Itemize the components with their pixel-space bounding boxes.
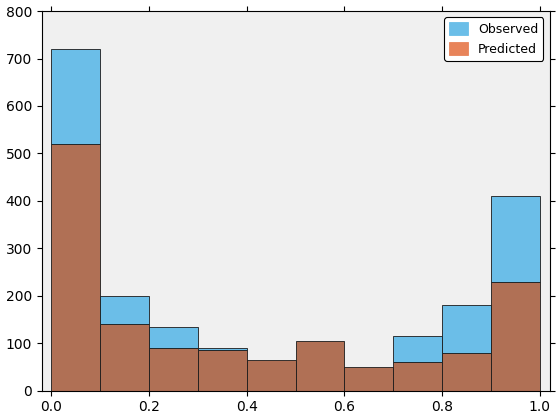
Bar <box>247 360 296 391</box>
Bar <box>100 324 149 391</box>
Bar <box>198 348 247 350</box>
Bar <box>149 327 198 348</box>
Bar <box>491 196 540 281</box>
Bar <box>442 353 491 391</box>
Bar <box>491 281 540 391</box>
Bar <box>442 305 491 353</box>
Legend: Observed, Predicted: Observed, Predicted <box>444 17 543 61</box>
Bar <box>100 296 149 324</box>
Bar <box>149 348 198 391</box>
Bar <box>296 341 344 391</box>
Bar <box>344 367 393 391</box>
Bar <box>393 362 442 391</box>
Bar <box>393 336 442 362</box>
Bar <box>52 144 100 391</box>
Bar <box>52 49 100 144</box>
Bar <box>198 350 247 391</box>
